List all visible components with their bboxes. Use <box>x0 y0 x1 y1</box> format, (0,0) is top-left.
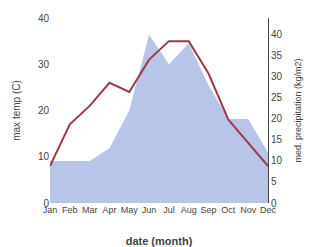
svg-text:40: 40 <box>38 13 50 24</box>
svg-text:40: 40 <box>271 29 283 40</box>
svg-text:date (month): date (month) <box>126 235 193 247</box>
svg-text:Oct: Oct <box>221 205 236 215</box>
svg-text:20: 20 <box>38 105 50 116</box>
svg-text:Sep: Sep <box>201 205 217 215</box>
svg-text:20: 20 <box>271 113 283 124</box>
svg-text:5: 5 <box>271 176 277 187</box>
svg-text:Jan: Jan <box>43 205 58 215</box>
svg-text:10: 10 <box>271 155 283 166</box>
svg-text:0: 0 <box>271 198 277 209</box>
svg-text:30: 30 <box>38 59 50 70</box>
svg-text:max temp (C): max temp (C) <box>11 80 22 141</box>
svg-text:30: 30 <box>271 71 283 82</box>
svg-text:Feb: Feb <box>62 205 78 215</box>
svg-text:35: 35 <box>271 50 283 61</box>
svg-text:med. precipitation (kg/m2): med. precipitation (kg/m2) <box>293 58 303 162</box>
svg-text:Apr: Apr <box>102 205 116 215</box>
svg-text:15: 15 <box>271 134 283 145</box>
svg-text:10: 10 <box>38 151 50 162</box>
svg-text:Dec: Dec <box>260 205 277 215</box>
svg-text:Jul: Jul <box>163 205 175 215</box>
svg-text:0: 0 <box>43 198 49 209</box>
svg-text:Nov: Nov <box>240 205 257 215</box>
svg-text:May: May <box>121 205 139 215</box>
svg-text:Jun: Jun <box>142 205 157 215</box>
svg-text:Aug: Aug <box>181 205 197 215</box>
svg-text:25: 25 <box>271 92 283 103</box>
svg-text:Mar: Mar <box>82 205 98 215</box>
